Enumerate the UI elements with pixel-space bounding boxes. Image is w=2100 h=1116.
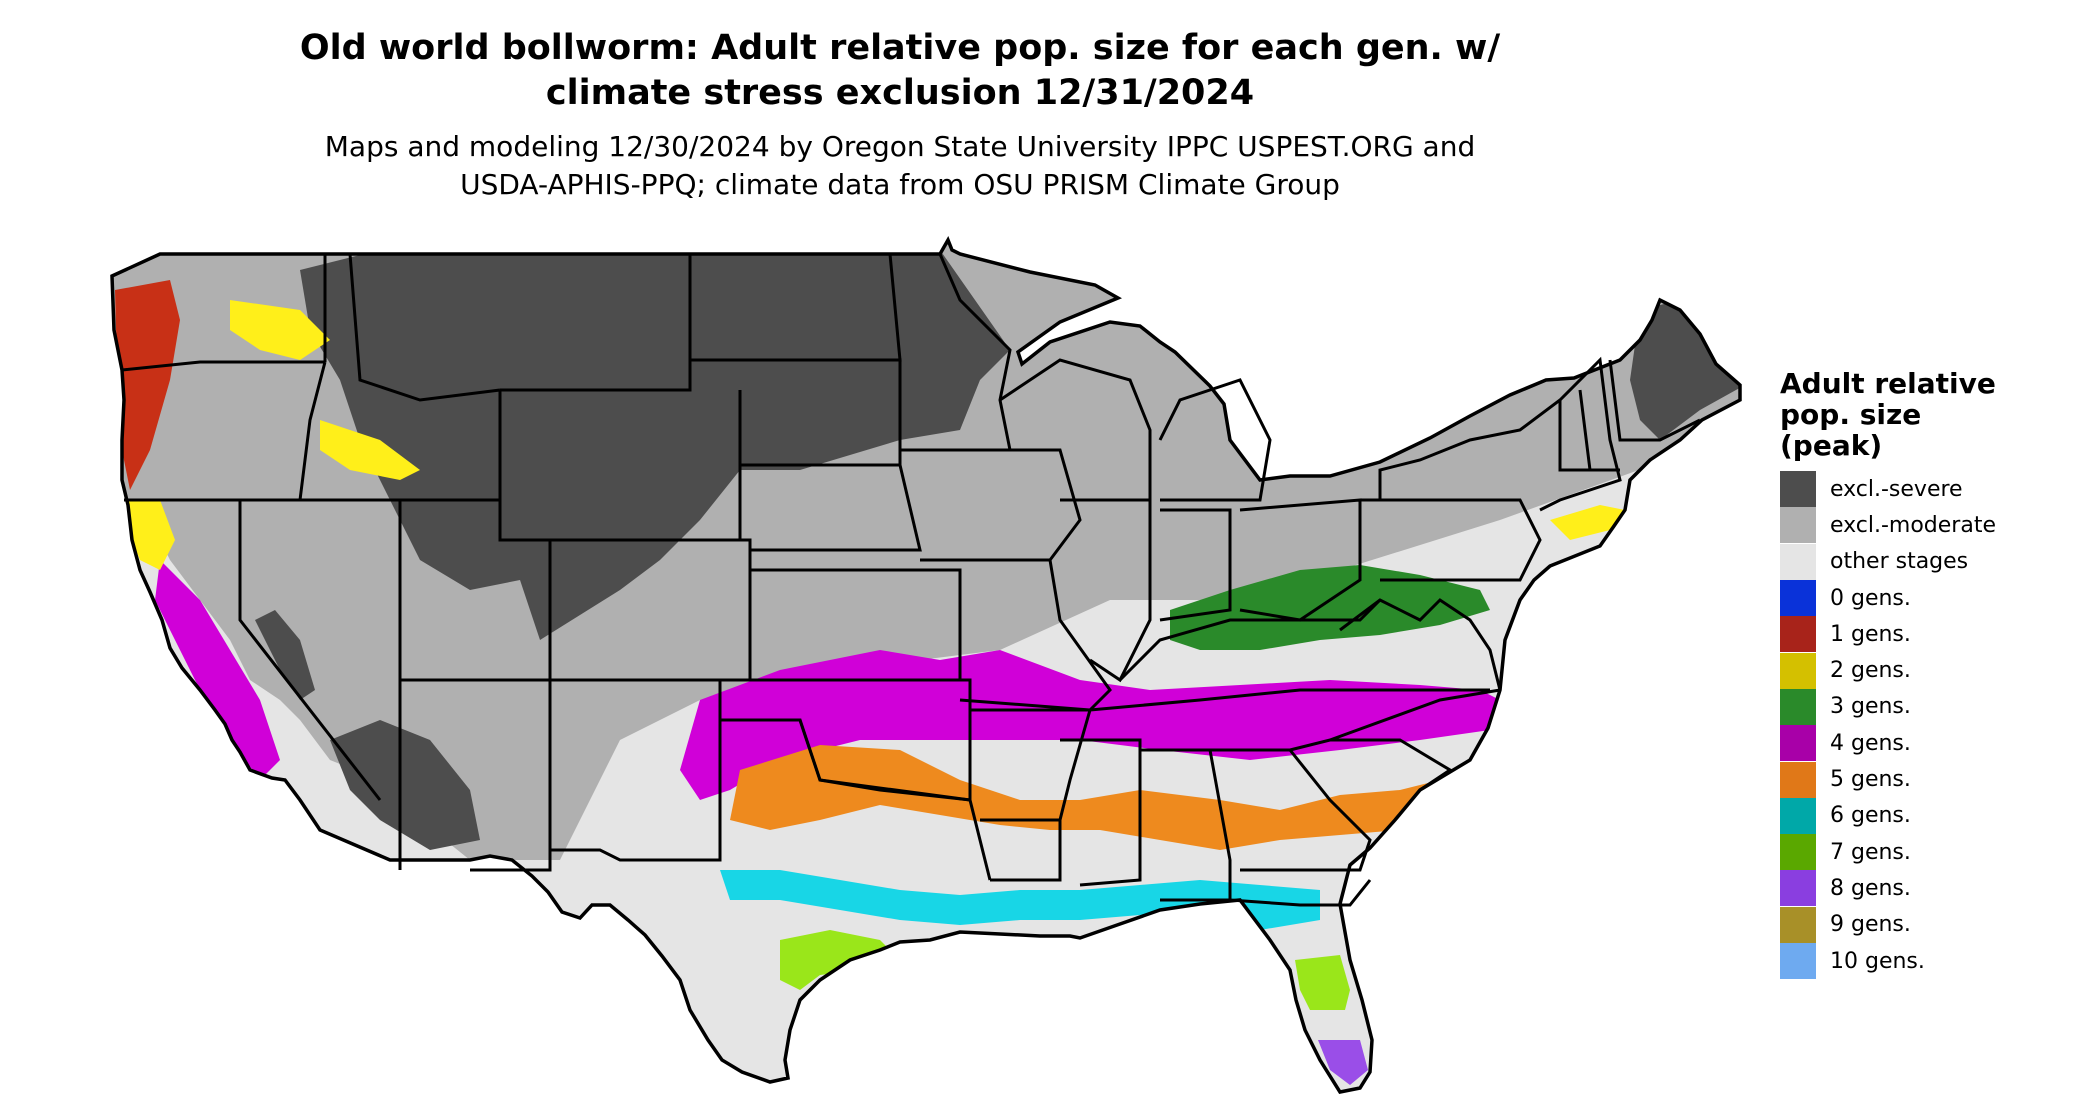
legend-label: 6 gens.	[1830, 803, 1911, 829]
legend-label: 4 gens.	[1830, 730, 1911, 756]
legend-label: 2 gens.	[1830, 658, 1911, 684]
seven-generations-band	[780, 930, 900, 990]
legend-swatch	[1780, 870, 1816, 907]
legend-label: 9 gens.	[1830, 912, 1911, 938]
legend-item: 0 gens.	[1780, 580, 2080, 617]
map-subtitle: Maps and modeling 12/30/2024 by Oregon S…	[180, 128, 1620, 204]
legend-title-line-1: Adult relative	[1780, 367, 1996, 400]
boundary-pa	[1360, 498, 1542, 582]
legend-item: 3 gens.	[1780, 688, 2080, 725]
legend-swatch	[1780, 580, 1816, 617]
eight-generations-band-florida	[1318, 1040, 1368, 1085]
boundary-ms-al	[1060, 738, 1232, 902]
legend-swatch	[1780, 543, 1816, 580]
boundary-va-wv	[1339, 598, 1502, 691]
boundary-il	[1060, 498, 1152, 683]
legend-label: 8 gens.	[1830, 875, 1911, 901]
legend: Adult relative pop. size (peak) excl.-se…	[1780, 368, 2080, 979]
legend-title-line-2: pop. size	[1780, 398, 1922, 431]
legend-item: 2 gens.	[1780, 652, 2080, 689]
boundary-wa-or	[121, 360, 325, 372]
legend-swatch	[1780, 906, 1816, 943]
legend-title-line-3: (peak)	[1780, 429, 1883, 462]
legend-swatch	[1780, 471, 1816, 508]
six-generations-band	[720, 870, 1320, 930]
two-generations-band-idaho	[320, 420, 420, 480]
legend-item: other stages	[1780, 543, 2080, 580]
legend-item: 1 gens.	[1780, 616, 2080, 653]
boundary-fl	[1229, 879, 1372, 907]
seven-generations-band-florida	[1295, 955, 1350, 1010]
legend-label: excl.-moderate	[1830, 512, 1996, 538]
legend-item: excl.-severe	[1780, 471, 2080, 508]
boundary-ky-tn	[1089, 688, 1490, 712]
excl-severe-area-northeast	[1630, 300, 1740, 440]
boundary-mi	[1158, 378, 1272, 502]
boundary-az	[398, 678, 552, 872]
boundary-mo	[920, 558, 1112, 712]
boundary-ga	[1210, 748, 1372, 872]
boundary-la	[990, 820, 1062, 882]
boundary-ne	[740, 463, 922, 552]
legend-swatch	[1780, 652, 1816, 689]
boundary-mt-south	[500, 254, 692, 392]
boundary-ky-north	[1118, 598, 1382, 682]
legend-label: 0 gens.	[1830, 585, 1911, 611]
legend-swatch	[1780, 616, 1816, 653]
boundary-or-id	[298, 361, 327, 501]
legend-label: 5 gens.	[1830, 767, 1911, 793]
legend-item: 5 gens.	[1780, 761, 2080, 798]
legend-item: 9 gens.	[1780, 906, 2080, 943]
boundary-nm	[550, 678, 722, 862]
legend-item: 4 gens.	[1780, 725, 2080, 762]
legend-swatch	[1780, 688, 1816, 725]
three-generations-band	[1170, 565, 1490, 650]
one-generation-band	[115, 280, 180, 490]
legend-label: other stages	[1830, 549, 1969, 575]
two-generations-band-northeast	[1550, 505, 1625, 540]
map-subtitle-line-2: USDA-APHIS-PPQ; climate data from OSU PR…	[460, 168, 1340, 201]
legend-item: excl.-moderate	[1780, 507, 2080, 544]
legend-label: 1 gens.	[1830, 621, 1911, 647]
four-generations-band-west	[155, 560, 280, 780]
map-title: Old world bollworm: Adult relative pop. …	[180, 26, 1620, 116]
legend-label: excl.-severe	[1830, 476, 1963, 502]
two-generations-band-california	[125, 500, 175, 570]
boundary-id-mt	[348, 253, 501, 402]
boundary-tx	[720, 718, 992, 881]
boundary-oh	[1239, 498, 1362, 622]
two-generations-band-northwest	[230, 300, 330, 360]
boundary-in	[1159, 508, 1232, 622]
legend-item: 8 gens.	[1780, 870, 2080, 907]
legend-swatch	[1780, 797, 1816, 834]
legend-swatch	[1780, 943, 1816, 979]
legend-swatch	[1780, 761, 1816, 798]
map-title-line-1: Old world bollworm: Adult relative pop. …	[299, 28, 1501, 68]
legend-item: 7 gens.	[1780, 834, 2080, 871]
excl-severe-area-sierra	[255, 610, 315, 700]
legend-swatch	[1780, 725, 1816, 762]
legend-items: excl.-severe excl.-moderate other stages 0 …	[1780, 471, 2080, 979]
map-title-line-2: climate stress exclusion 12/31/2024	[545, 73, 1255, 113]
legend-title: Adult relative pop. size (peak)	[1780, 368, 2080, 461]
boundary-ar	[970, 708, 1092, 822]
legend-label: 10 gens.	[1830, 948, 1925, 974]
state-boundaries	[121, 252, 1701, 907]
legend-swatch	[1780, 834, 1816, 871]
excl-severe-area	[300, 250, 1010, 640]
excl-severe-area-southwest	[330, 720, 480, 850]
legend-item: 6 gens.	[1780, 797, 2080, 834]
four-generations-band	[680, 650, 1500, 800]
legend-swatch	[1780, 507, 1816, 544]
legend-label: 7 gens.	[1830, 839, 1911, 865]
map-subtitle-line-1: Maps and modeling 12/30/2024 by Oregon S…	[324, 130, 1476, 163]
legend-label: 3 gens.	[1830, 694, 1911, 720]
five-generations-band	[730, 745, 1450, 850]
boundary-ca-nv	[238, 500, 382, 801]
boundary-new-england	[1558, 359, 1701, 472]
legend-item: 10 gens.	[1780, 943, 2080, 979]
